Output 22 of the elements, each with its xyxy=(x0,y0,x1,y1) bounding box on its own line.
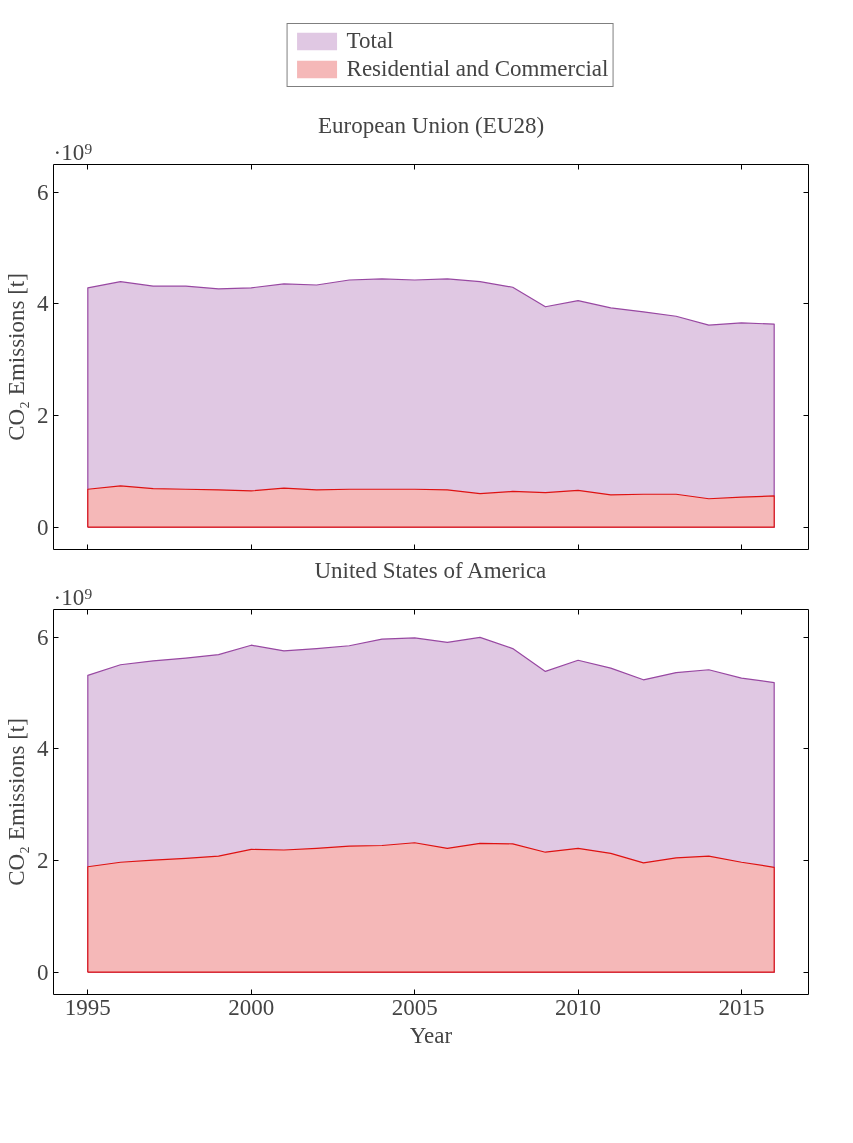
x-tick-label: 1995 xyxy=(64,994,111,1020)
chart-title: United States of America xyxy=(314,557,547,583)
x-tick-label: 2015 xyxy=(718,994,765,1020)
y-tick-label: 6 xyxy=(37,624,49,650)
y-tick-label: 4 xyxy=(37,736,49,762)
x-tick-label: 2010 xyxy=(555,994,602,1020)
legend-label: Residential and Commercial xyxy=(346,56,609,82)
y-axis-title: CO₂ Emissions [t] xyxy=(4,718,29,886)
y-tick-label: 0 xyxy=(37,959,49,985)
y-tick-label: 6 xyxy=(37,179,49,205)
legend-label: Total xyxy=(346,28,394,54)
x-tick-label: 2000 xyxy=(228,994,275,1020)
y-tick-label: 4 xyxy=(37,291,49,317)
annotation: ·10⁹ xyxy=(53,584,93,610)
y-axis-title: CO₂ Emissions [t] xyxy=(4,273,29,441)
y-tick-label: 2 xyxy=(37,848,49,874)
x-tick-label: 2005 xyxy=(391,994,438,1020)
y-tick-label: 0 xyxy=(37,514,49,540)
x-axis-title: Year xyxy=(409,1022,453,1048)
annotation: ·10⁹ xyxy=(53,139,93,165)
chart-title: European Union (EU28) xyxy=(317,112,545,138)
y-tick-label: 2 xyxy=(37,403,49,429)
